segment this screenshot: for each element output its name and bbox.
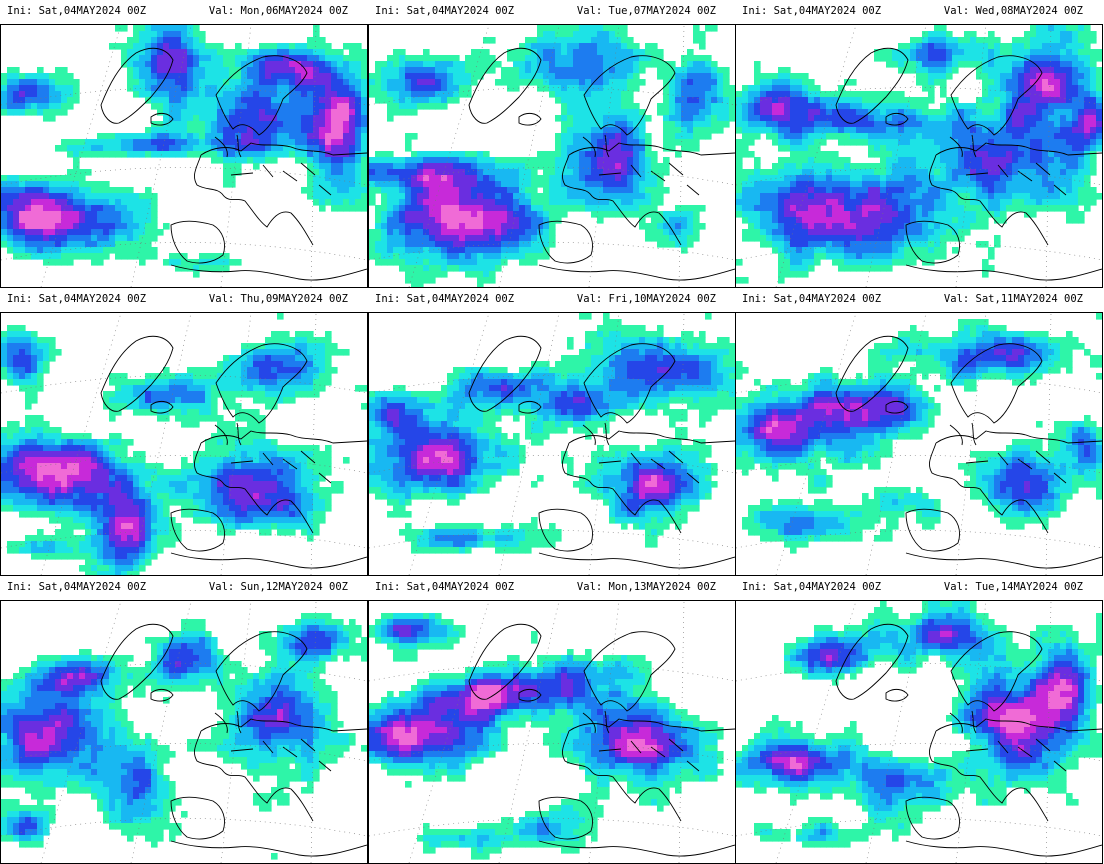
forecast-panel: Ini: Sat,04MAY2024 00Z Val: Mon,13MAY202… <box>368 576 736 864</box>
init-time-label: Ini: Sat,04MAY2024 00Z <box>742 581 882 593</box>
init-time-label: Ini: Sat,04MAY2024 00Z <box>742 293 882 305</box>
init-time-label: Ini: Sat,04MAY2024 00Z <box>7 5 147 17</box>
forecast-panel: Ini: Sat,04MAY2024 00Z Val: Thu,09MAY202… <box>0 288 368 576</box>
map-field <box>1 601 367 863</box>
shaded-field <box>1 613 367 860</box>
init-time-label: Ini: Sat,04MAY2024 00Z <box>375 5 515 17</box>
map-field <box>736 25 1102 287</box>
map-plot <box>0 600 368 864</box>
graticule <box>369 25 735 287</box>
init-time-label: Ini: Sat,04MAY2024 00Z <box>375 581 515 593</box>
forecast-panel: Ini: Sat,04MAY2024 00Z Val: Sun,12MAY202… <box>0 576 368 864</box>
map-plot <box>735 600 1103 864</box>
shaded-field <box>736 25 1102 284</box>
forecast-panel: Ini: Sat,04MAY2024 00Z Val: Tue,14MAY202… <box>735 576 1103 864</box>
init-time-label: Ini: Sat,04MAY2024 00Z <box>742 5 882 17</box>
map-plot <box>368 600 736 864</box>
valid-time-label: Val: Wed,08MAY2024 00Z <box>943 5 1083 17</box>
coastlines <box>835 623 1102 857</box>
valid-time-label: Val: Tue,14MAY2024 00Z <box>943 581 1083 593</box>
map-field <box>736 601 1102 863</box>
shaded-field <box>736 601 1102 848</box>
valid-time-label: Val: Fri,10MAY2024 00Z <box>576 293 716 305</box>
valid-time-label: Val: Thu,09MAY2024 00Z <box>208 293 348 305</box>
map-field <box>1 313 367 575</box>
graticule <box>736 601 1102 863</box>
shaded-field <box>736 313 1102 554</box>
forecast-panel: Ini: Sat,04MAY2024 00Z Val: Mon,06MAY202… <box>0 0 368 288</box>
map-field <box>736 313 1102 575</box>
graticule <box>736 25 1102 287</box>
map-plot <box>735 312 1103 576</box>
map-field <box>1 25 367 287</box>
graticule <box>369 601 735 863</box>
graticule <box>1 601 367 863</box>
panel-header: Ini: Sat,04MAY2024 00Z Val: Fri,10MAY202… <box>368 288 736 310</box>
graticule <box>1 313 367 575</box>
forecast-panel: Ini: Sat,04MAY2024 00Z Val: Wed,08MAY202… <box>735 0 1103 288</box>
map-field <box>369 313 735 575</box>
map-plot <box>368 24 736 288</box>
map-field <box>369 601 735 863</box>
valid-time-label: Val: Sun,12MAY2024 00Z <box>208 581 348 593</box>
panel-header: Ini: Sat,04MAY2024 00Z Val: Wed,08MAY202… <box>735 0 1103 22</box>
forecast-panel: Ini: Sat,04MAY2024 00Z Val: Sat,11MAY202… <box>735 288 1103 576</box>
coastlines <box>835 335 1102 569</box>
shaded-field <box>369 613 724 860</box>
panel-header: Ini: Sat,04MAY2024 00Z Val: Mon,13MAY202… <box>368 576 736 598</box>
coastlines <box>468 623 735 857</box>
panel-header: Ini: Sat,04MAY2024 00Z Val: Tue,14MAY202… <box>735 576 1103 598</box>
forecast-panel: Ini: Sat,04MAY2024 00Z Val: Tue,07MAY202… <box>368 0 736 288</box>
valid-time-label: Val: Tue,07MAY2024 00Z <box>576 5 716 17</box>
map-plot <box>735 24 1103 288</box>
shaded-field <box>1 313 367 575</box>
shaded-field <box>369 25 735 287</box>
coastlines <box>835 47 1102 281</box>
coastlines <box>100 623 367 857</box>
init-time-label: Ini: Sat,04MAY2024 00Z <box>7 581 147 593</box>
panel-header: Ini: Sat,04MAY2024 00Z Val: Thu,09MAY202… <box>0 288 368 310</box>
init-time-label: Ini: Sat,04MAY2024 00Z <box>7 293 147 305</box>
graticule <box>369 313 735 575</box>
coastlines <box>100 47 367 281</box>
coastlines <box>468 47 735 281</box>
shaded-field <box>369 313 735 554</box>
forecast-panel: Ini: Sat,04MAY2024 00Z Val: Fri,10MAY202… <box>368 288 736 576</box>
map-field <box>369 25 735 287</box>
graticule <box>736 313 1102 575</box>
valid-time-label: Val: Sat,11MAY2024 00Z <box>943 293 1083 305</box>
valid-time-label: Val: Mon,06MAY2024 00Z <box>208 5 348 17</box>
panel-header: Ini: Sat,04MAY2024 00Z Val: Sun,12MAY202… <box>0 576 368 598</box>
graticule <box>1 25 367 287</box>
init-time-label: Ini: Sat,04MAY2024 00Z <box>375 293 515 305</box>
map-plot <box>0 24 368 288</box>
coastlines <box>468 335 735 569</box>
map-plot <box>0 312 368 576</box>
map-plot <box>368 312 736 576</box>
panel-header: Ini: Sat,04MAY2024 00Z Val: Tue,07MAY202… <box>368 0 736 22</box>
panel-header: Ini: Sat,04MAY2024 00Z Val: Mon,06MAY202… <box>0 0 368 22</box>
valid-time-label: Val: Mon,13MAY2024 00Z <box>576 581 716 593</box>
panel-header: Ini: Sat,04MAY2024 00Z Val: Sat,11MAY202… <box>735 288 1103 310</box>
coastlines <box>100 335 367 569</box>
